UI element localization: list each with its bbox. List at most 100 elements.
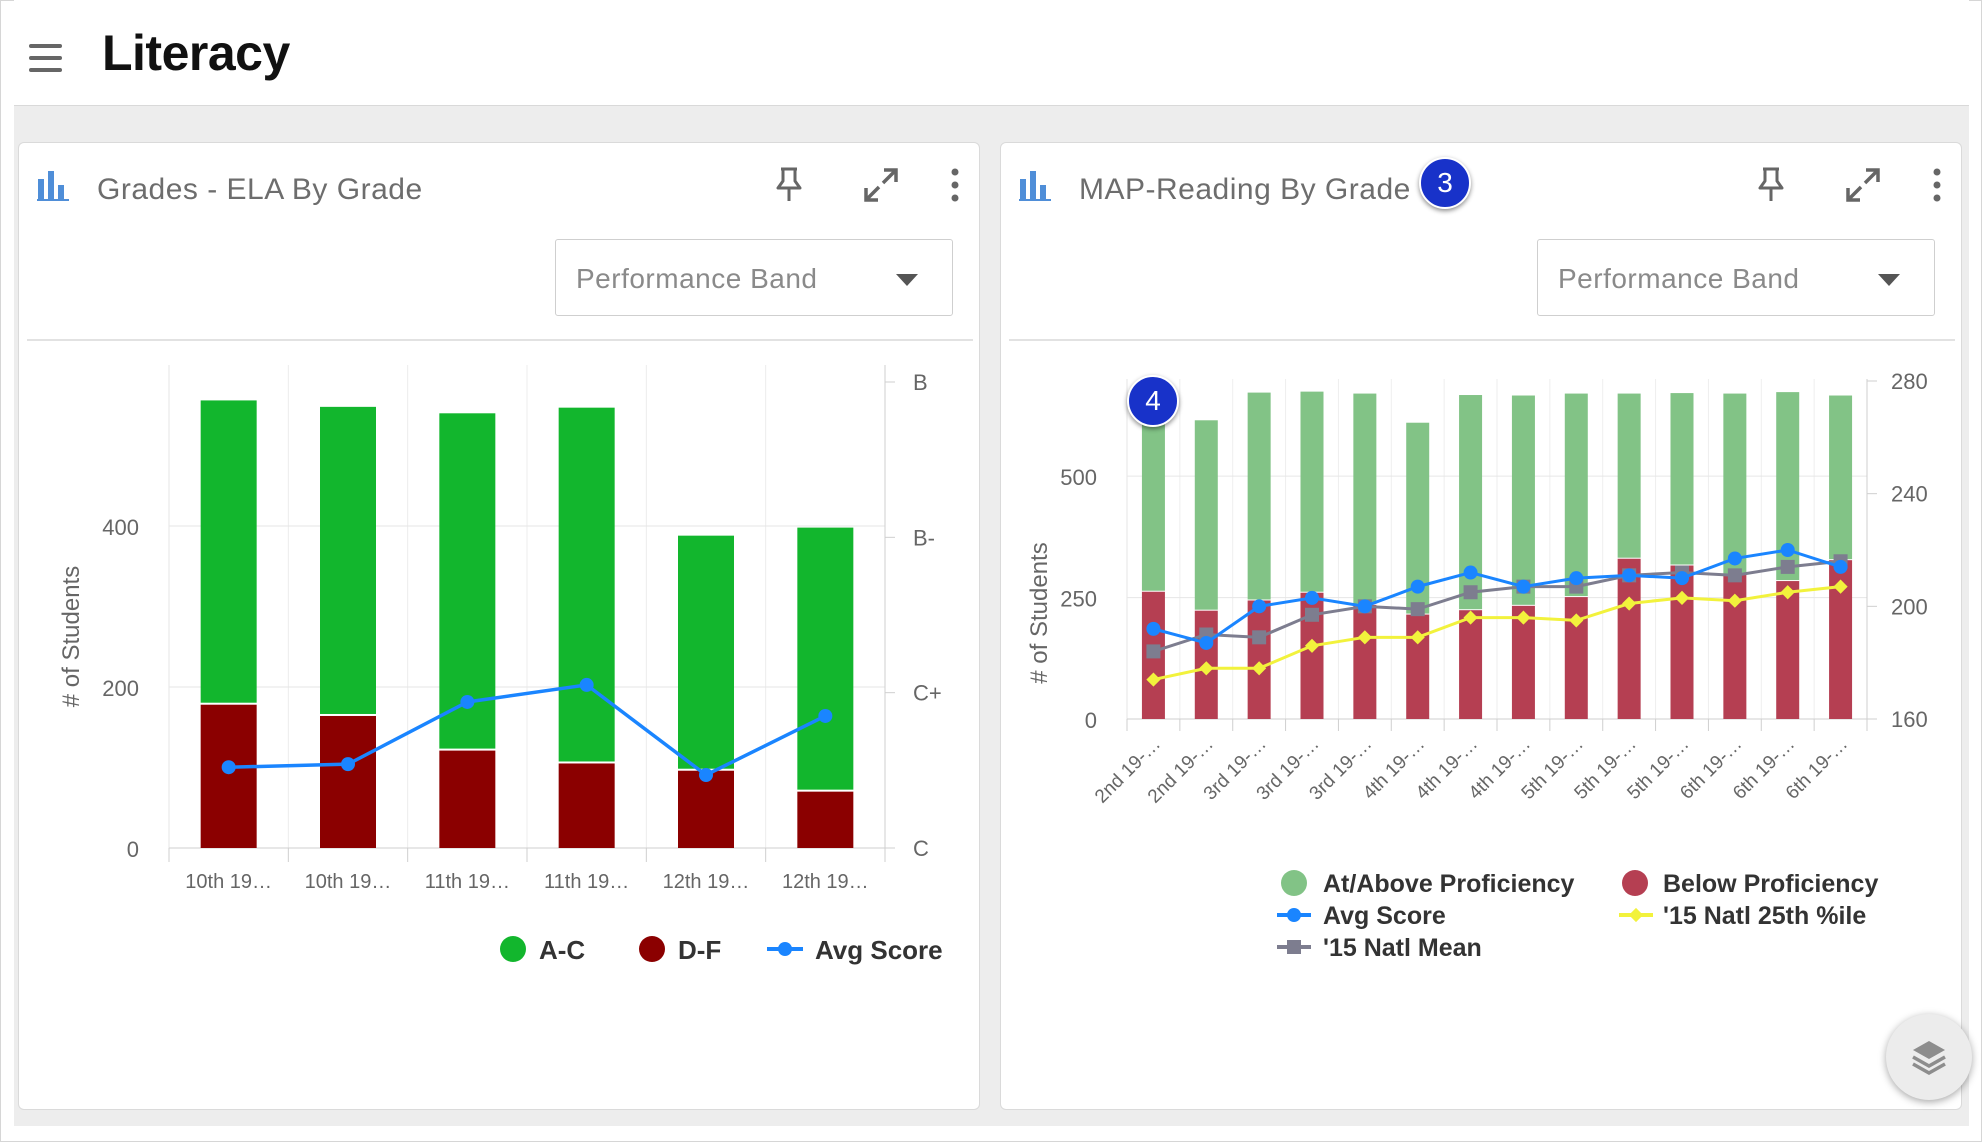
page-title: Literacy <box>102 25 290 81</box>
top-bar: Literacy <box>14 0 1969 106</box>
y2-tick-label: C+ <box>913 681 942 706</box>
legend-marker-avg <box>778 942 792 956</box>
natl-mean-point <box>1410 602 1425 617</box>
avg-score-point <box>1622 568 1637 583</box>
y2-tick-label: B <box>913 370 928 395</box>
bar-below-proficiency <box>1511 605 1535 719</box>
avg-score-point <box>1357 599 1372 614</box>
more-vertical-icon[interactable] <box>933 163 977 207</box>
y-tick-label: 250 <box>1060 587 1097 612</box>
avg-score-point <box>1516 579 1531 594</box>
bar-at-above-proficiency <box>1406 422 1430 614</box>
bar-d-f <box>200 704 257 848</box>
avg-score-point <box>1199 635 1214 650</box>
legend-label: At/Above Proficiency <box>1323 870 1575 898</box>
x-tick-label: 10th 19… <box>305 871 392 893</box>
avg-score-point <box>341 757 355 772</box>
bar-below-proficiency <box>1406 614 1430 719</box>
avg-score-point <box>1146 621 1161 636</box>
natl-25th-percentile-line <box>1153 585 1841 682</box>
layers-fab-button[interactable] <box>1886 1014 1972 1100</box>
bar-at-above-proficiency <box>1776 392 1800 581</box>
bar-a-c <box>558 407 615 762</box>
pin-icon[interactable] <box>767 163 811 207</box>
bar-below-proficiency <box>1829 560 1853 719</box>
bar-a-c <box>200 400 257 703</box>
bar-d-f <box>797 791 854 848</box>
legend-label: Avg Score <box>815 935 943 965</box>
bar-at-above-proficiency <box>1564 393 1588 597</box>
natl-mean-point <box>1252 630 1267 645</box>
bar-below-proficiency <box>1247 600 1271 719</box>
bar-at-above-proficiency <box>1829 395 1853 560</box>
bar-below-proficiency <box>1300 592 1324 719</box>
legend-label: Below Proficiency <box>1663 870 1878 898</box>
legend-marker-avg <box>1287 908 1301 922</box>
y2-tick-label: B- <box>913 525 935 550</box>
avg-score-point <box>460 694 475 709</box>
avg-score-point <box>818 708 833 723</box>
avg-score-point <box>1463 565 1478 580</box>
y-tick-label: 400 <box>102 515 139 540</box>
x-tick-label: 12th 19… <box>663 871 750 893</box>
legend-marker-d-f <box>639 936 665 962</box>
grades-ela-chart: 0 200 400 10th 19… 10th 19… 11th 19… 11th 19… 1… <box>58 365 943 965</box>
natl-mean-point <box>1727 568 1742 583</box>
bar-a-c <box>678 535 734 769</box>
divider <box>1009 339 1955 341</box>
bar-a-c <box>439 413 496 749</box>
card-title: MAP-Reading By Grade <box>1079 173 1411 206</box>
legend-marker-a-c <box>500 936 526 962</box>
card-title: Grades - ELA By Grade <box>97 173 423 206</box>
bar-a-c <box>320 406 376 714</box>
dropdown-value: Performance Band <box>1558 263 1800 294</box>
divider <box>27 339 973 341</box>
legend-label: D-F <box>678 935 721 965</box>
expand-icon[interactable] <box>1841 163 1885 207</box>
avg-score-line <box>228 683 827 778</box>
legend-marker-at-above <box>1281 870 1307 896</box>
bar-at-above-proficiency <box>1459 395 1483 610</box>
bar-d-f <box>558 763 615 848</box>
more-vertical-icon[interactable] <box>1915 163 1959 207</box>
bar-chart-icon <box>37 171 69 201</box>
bar-below-proficiency <box>1353 604 1377 719</box>
bar-a-c <box>797 527 854 790</box>
natl-25th-percentile-point <box>1146 672 1161 687</box>
legend-label: '15 Natl 25th %ile <box>1663 902 1866 930</box>
y2-tick-label: 280 <box>1891 369 1928 394</box>
bar-at-above-proficiency <box>1670 393 1694 565</box>
legend-label: '15 Natl Mean <box>1323 934 1482 962</box>
bar-at-above-proficiency <box>1353 393 1377 604</box>
y2-tick-label: 200 <box>1891 594 1928 619</box>
y-axis-title: # of Students <box>1026 542 1053 683</box>
bar-at-above-proficiency <box>1141 421 1165 591</box>
avg-score-point <box>1305 590 1319 605</box>
layers-icon <box>1912 1041 1946 1076</box>
y-tick-label: 200 <box>102 676 139 701</box>
y2-tick-label: C <box>913 836 929 861</box>
avg-score-point <box>1410 579 1425 594</box>
pin-icon[interactable] <box>1749 163 1793 207</box>
x-tick-label: 11th 19… <box>425 871 510 893</box>
natl-25th-percentile-point <box>1304 638 1320 653</box>
bar-below-proficiency <box>1776 581 1800 719</box>
performance-band-dropdown[interactable]: Performance Band <box>555 239 953 316</box>
natl-mean-point <box>1780 559 1795 574</box>
x-tick-label: 10th 19… <box>185 871 272 893</box>
bar-at-above-proficiency <box>1247 392 1271 600</box>
hamburger-menu-icon[interactable] <box>29 44 62 72</box>
performance-band-dropdown[interactable]: Performance Band <box>1537 239 1935 316</box>
y-tick-label: 0 <box>1085 708 1097 733</box>
natl-mean-point <box>1463 585 1478 600</box>
bar-at-above-proficiency <box>1194 420 1218 610</box>
bar-d-f <box>678 770 734 848</box>
natl-mean-line <box>1152 559 1841 653</box>
avg-score-point <box>699 767 713 782</box>
expand-icon[interactable] <box>859 163 903 207</box>
legend-marker-below <box>1622 870 1648 896</box>
natl-25th-percentile-point <box>1833 579 1848 594</box>
avg-score-point <box>1780 543 1795 557</box>
y2-tick-label: 160 <box>1891 707 1928 732</box>
